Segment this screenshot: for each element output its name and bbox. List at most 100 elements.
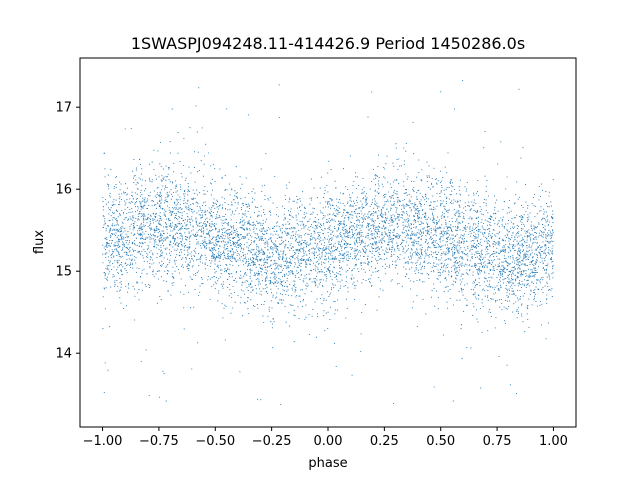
data-point bbox=[478, 277, 480, 279]
data-point bbox=[467, 259, 469, 262]
data-point bbox=[134, 295, 136, 297]
data-point bbox=[488, 234, 490, 236]
data-point bbox=[225, 258, 227, 260]
data-point bbox=[394, 219, 396, 221]
data-point bbox=[103, 224, 105, 226]
data-point bbox=[440, 235, 442, 238]
data-point bbox=[178, 232, 181, 234]
data-point bbox=[538, 266, 540, 268]
data-point bbox=[288, 257, 290, 259]
data-point bbox=[113, 233, 115, 235]
data-point bbox=[425, 253, 427, 255]
data-point bbox=[376, 191, 378, 193]
data-point bbox=[484, 231, 486, 233]
data-point bbox=[439, 205, 441, 207]
data-point bbox=[460, 246, 462, 248]
data-point bbox=[362, 235, 364, 237]
data-point bbox=[258, 259, 260, 261]
data-point bbox=[550, 215, 553, 218]
data-point bbox=[356, 213, 358, 215]
data-point bbox=[228, 295, 230, 297]
data-point bbox=[530, 289, 532, 291]
data-point bbox=[494, 286, 496, 288]
data-point bbox=[165, 199, 167, 201]
data-point bbox=[408, 215, 410, 217]
data-point bbox=[376, 175, 378, 177]
data-point bbox=[166, 228, 168, 231]
data-point bbox=[454, 268, 456, 270]
data-point bbox=[381, 227, 383, 229]
data-point bbox=[462, 79, 464, 81]
data-point bbox=[462, 288, 464, 291]
data-point bbox=[286, 280, 288, 282]
data-point bbox=[270, 246, 272, 248]
data-point bbox=[499, 277, 501, 279]
data-point bbox=[535, 300, 537, 303]
data-point bbox=[189, 243, 191, 245]
data-point bbox=[372, 214, 374, 216]
data-point bbox=[547, 242, 549, 244]
data-point bbox=[183, 293, 185, 296]
data-point bbox=[403, 219, 405, 221]
data-point bbox=[329, 207, 332, 209]
data-point bbox=[158, 270, 160, 272]
data-point bbox=[425, 213, 427, 215]
data-point bbox=[240, 198, 242, 200]
data-point bbox=[300, 235, 302, 237]
data-point bbox=[434, 305, 436, 307]
data-point bbox=[224, 227, 226, 229]
data-point bbox=[363, 268, 365, 271]
data-point bbox=[303, 206, 305, 208]
data-point bbox=[178, 216, 180, 218]
data-point bbox=[517, 231, 519, 233]
data-point bbox=[518, 254, 520, 256]
data-point bbox=[251, 249, 253, 251]
data-point bbox=[327, 232, 329, 234]
data-point bbox=[197, 342, 199, 344]
data-point bbox=[507, 247, 509, 249]
data-point bbox=[478, 253, 480, 255]
data-point bbox=[447, 152, 449, 154]
data-point bbox=[510, 281, 512, 283]
data-point bbox=[457, 249, 459, 251]
data-point bbox=[539, 210, 541, 212]
data-point bbox=[126, 265, 128, 267]
data-point bbox=[357, 219, 360, 221]
data-point bbox=[370, 203, 372, 205]
data-point bbox=[461, 262, 463, 264]
data-point bbox=[408, 223, 410, 225]
data-point bbox=[380, 211, 382, 213]
data-point bbox=[302, 217, 304, 219]
data-point bbox=[188, 190, 190, 192]
data-point bbox=[102, 244, 104, 246]
data-point bbox=[278, 243, 281, 245]
data-point bbox=[230, 257, 232, 259]
data-point bbox=[325, 201, 327, 203]
data-point bbox=[226, 229, 229, 231]
data-point bbox=[385, 163, 387, 165]
data-point bbox=[234, 279, 236, 281]
data-point bbox=[381, 239, 383, 241]
data-point bbox=[177, 199, 179, 201]
data-point bbox=[123, 307, 125, 310]
data-point bbox=[183, 189, 186, 192]
data-point bbox=[529, 254, 531, 256]
data-point bbox=[388, 211, 390, 213]
data-point bbox=[428, 175, 430, 177]
data-point bbox=[373, 224, 375, 227]
data-point bbox=[248, 232, 250, 234]
data-point bbox=[163, 178, 165, 181]
data-point bbox=[127, 283, 129, 285]
data-point bbox=[229, 208, 231, 210]
data-point bbox=[212, 250, 214, 252]
data-point bbox=[370, 214, 372, 216]
data-point bbox=[249, 284, 251, 286]
data-point bbox=[217, 300, 219, 302]
data-point bbox=[336, 237, 338, 239]
data-point bbox=[314, 232, 316, 234]
data-point bbox=[468, 218, 470, 220]
data-point bbox=[270, 280, 272, 282]
data-point bbox=[496, 299, 498, 301]
data-point bbox=[360, 333, 362, 335]
data-point bbox=[178, 211, 180, 213]
